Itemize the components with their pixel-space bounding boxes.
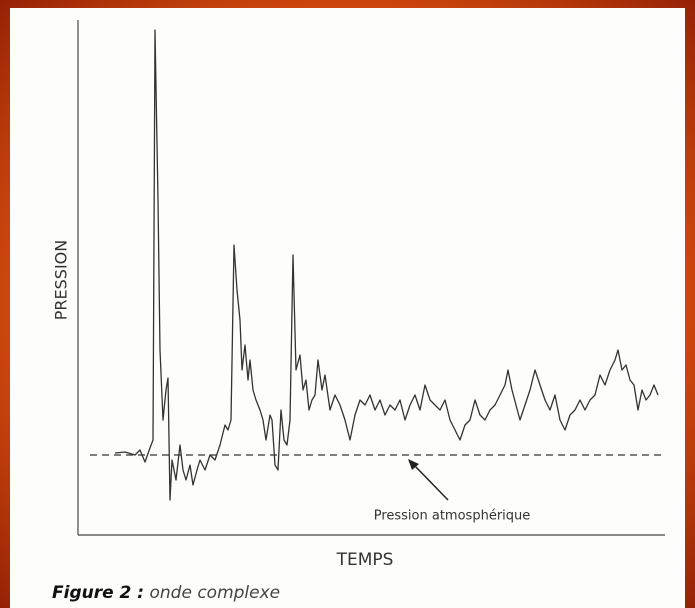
caption-text: onde complexe [150,583,281,603]
annotation: Pression atmosphérique [374,509,531,524]
x-axis-label: TEMPS [336,550,394,570]
caption-label: Figure 2 : [52,583,144,603]
arrow-head [408,459,419,470]
panel [10,8,685,608]
annotation-arrow [413,464,449,501]
pressure-line [114,29,659,501]
y-axis-label: PRESSION [52,240,71,320]
caption: Figure 2 : onde complexe [52,583,280,603]
